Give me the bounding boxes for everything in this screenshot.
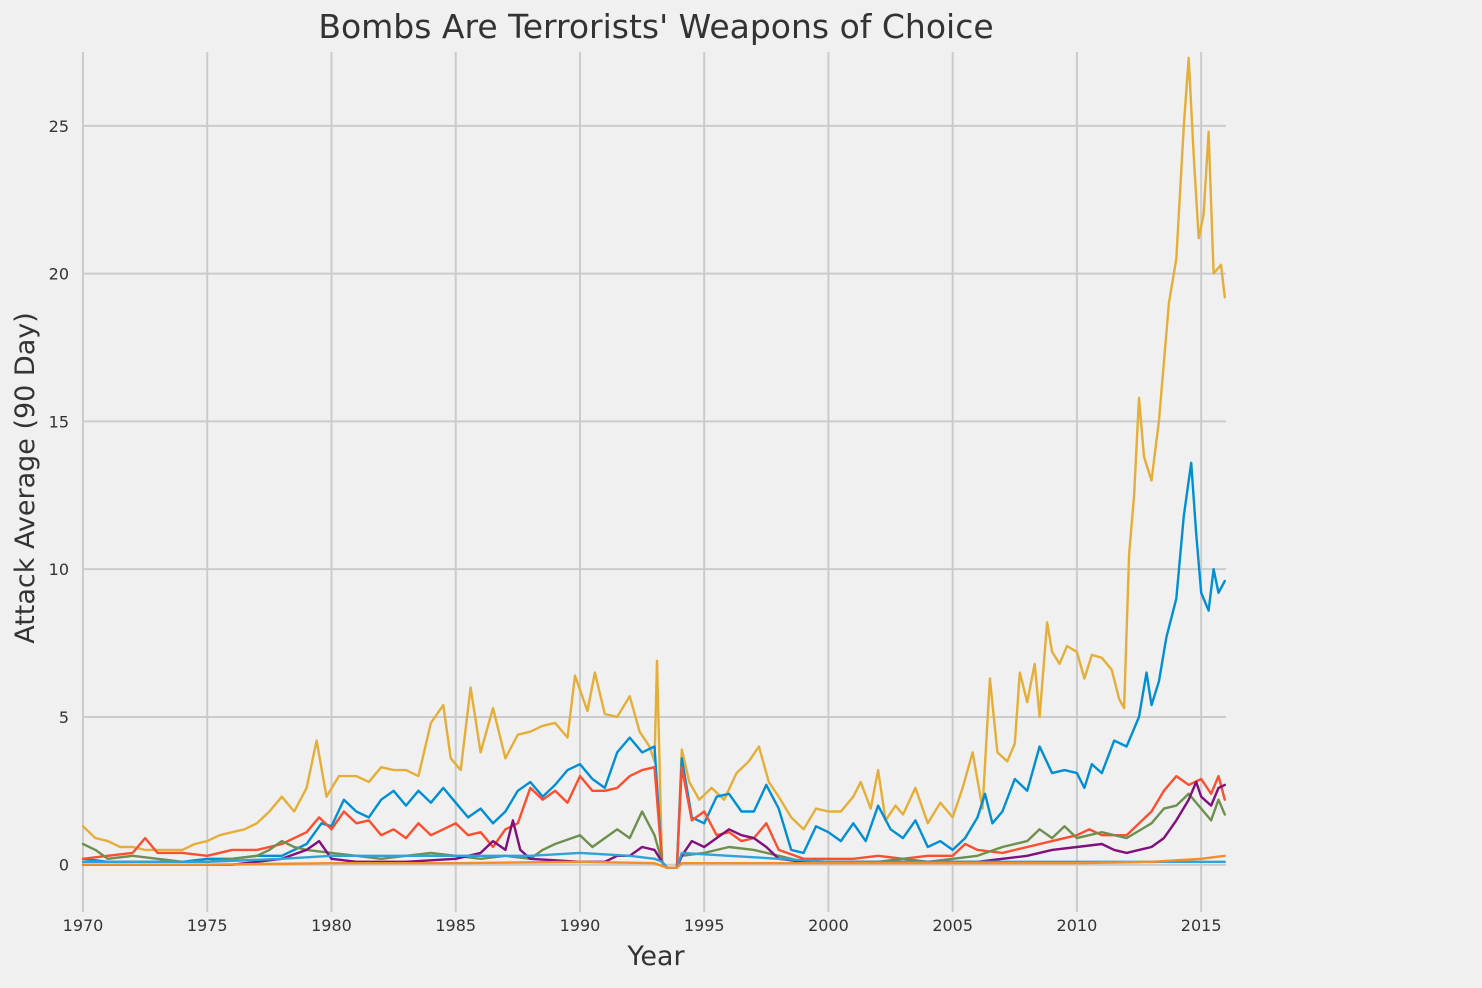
x-axis-label: Year — [626, 941, 685, 972]
y-axis-label: Attack Average (90 Day) — [10, 312, 41, 644]
x-tick-label: 1985 — [435, 916, 476, 935]
x-tick-label: 2010 — [1057, 916, 1098, 935]
x-tick-label: 1990 — [560, 916, 601, 935]
x-tick-label: 1970 — [63, 916, 104, 935]
series-layer — [81, 56, 1227, 869]
series-line-1 — [81, 56, 1227, 869]
series-line-5 — [81, 780, 1227, 869]
y-tick-label: 20 — [49, 265, 69, 284]
y-tick-label: 0 — [59, 856, 69, 875]
grid — [82, 52, 1226, 912]
y-tick-label: 5 — [59, 708, 69, 727]
y-tick-label: 15 — [49, 412, 69, 431]
x-tick-label: 2000 — [808, 916, 849, 935]
y-tick-label: 10 — [49, 560, 69, 579]
series-line-3 — [81, 766, 1227, 869]
series-line-4 — [81, 792, 1227, 869]
y-tick-label: 25 — [49, 117, 69, 136]
x-tick-label: 2015 — [1181, 916, 1222, 935]
x-tick-label: 1995 — [684, 916, 725, 935]
x-tick-label: 2005 — [932, 916, 973, 935]
series-line-2 — [81, 461, 1227, 869]
series-line-7 — [81, 854, 1227, 869]
x-tick-label: 1975 — [187, 916, 228, 935]
chart-title: Bombs Are Terrorists' Weapons of Choice — [318, 7, 993, 46]
x-tick-label: 1980 — [311, 916, 352, 935]
tick-labels: 1970 1975 1980 1985 1990 1995 2000 2005 2010 2015… — [49, 117, 1222, 935]
